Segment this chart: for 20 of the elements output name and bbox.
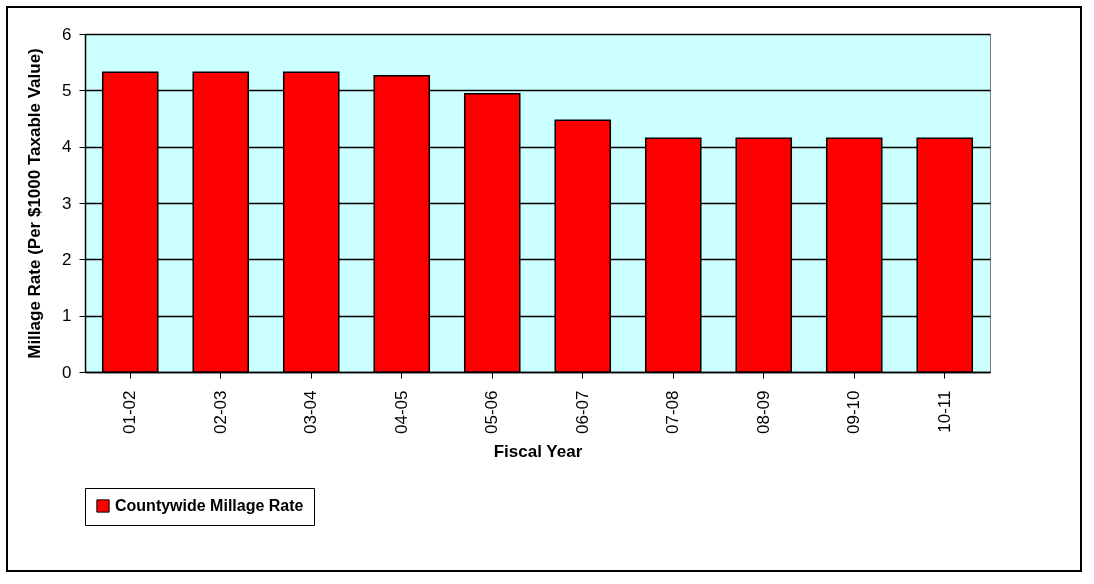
- x-tick-label: 07-08: [663, 390, 683, 434]
- x-tick-label: 02-03: [210, 390, 230, 434]
- y-tick-label: 5: [62, 80, 72, 100]
- x-tick-label: 08-09: [753, 390, 773, 434]
- y-tick-label: 6: [62, 24, 72, 44]
- y-axis-title: Millage Rate (Per $1000 Taxable Value): [25, 48, 45, 359]
- legend-label: Countywide Millage Rate: [115, 497, 304, 514]
- x-tick-label: 03-04: [301, 390, 321, 434]
- x-tick-label: 05-06: [482, 390, 502, 434]
- y-tick-label: 4: [62, 137, 72, 157]
- x-tick-label: 09-10: [844, 390, 864, 434]
- y-tick-label: 1: [62, 306, 72, 326]
- x-tick-label: 10-11: [934, 390, 954, 433]
- x-tick-label: 06-07: [572, 390, 592, 434]
- y-tick-label: 0: [62, 362, 72, 382]
- y-tick-label: 2: [62, 249, 72, 269]
- x-axis-title: Fiscal Year: [493, 441, 583, 461]
- x-tick-label: 04-05: [391, 390, 411, 434]
- x-tick-label: 01-02: [120, 390, 140, 434]
- y-tick-label: 3: [62, 193, 72, 213]
